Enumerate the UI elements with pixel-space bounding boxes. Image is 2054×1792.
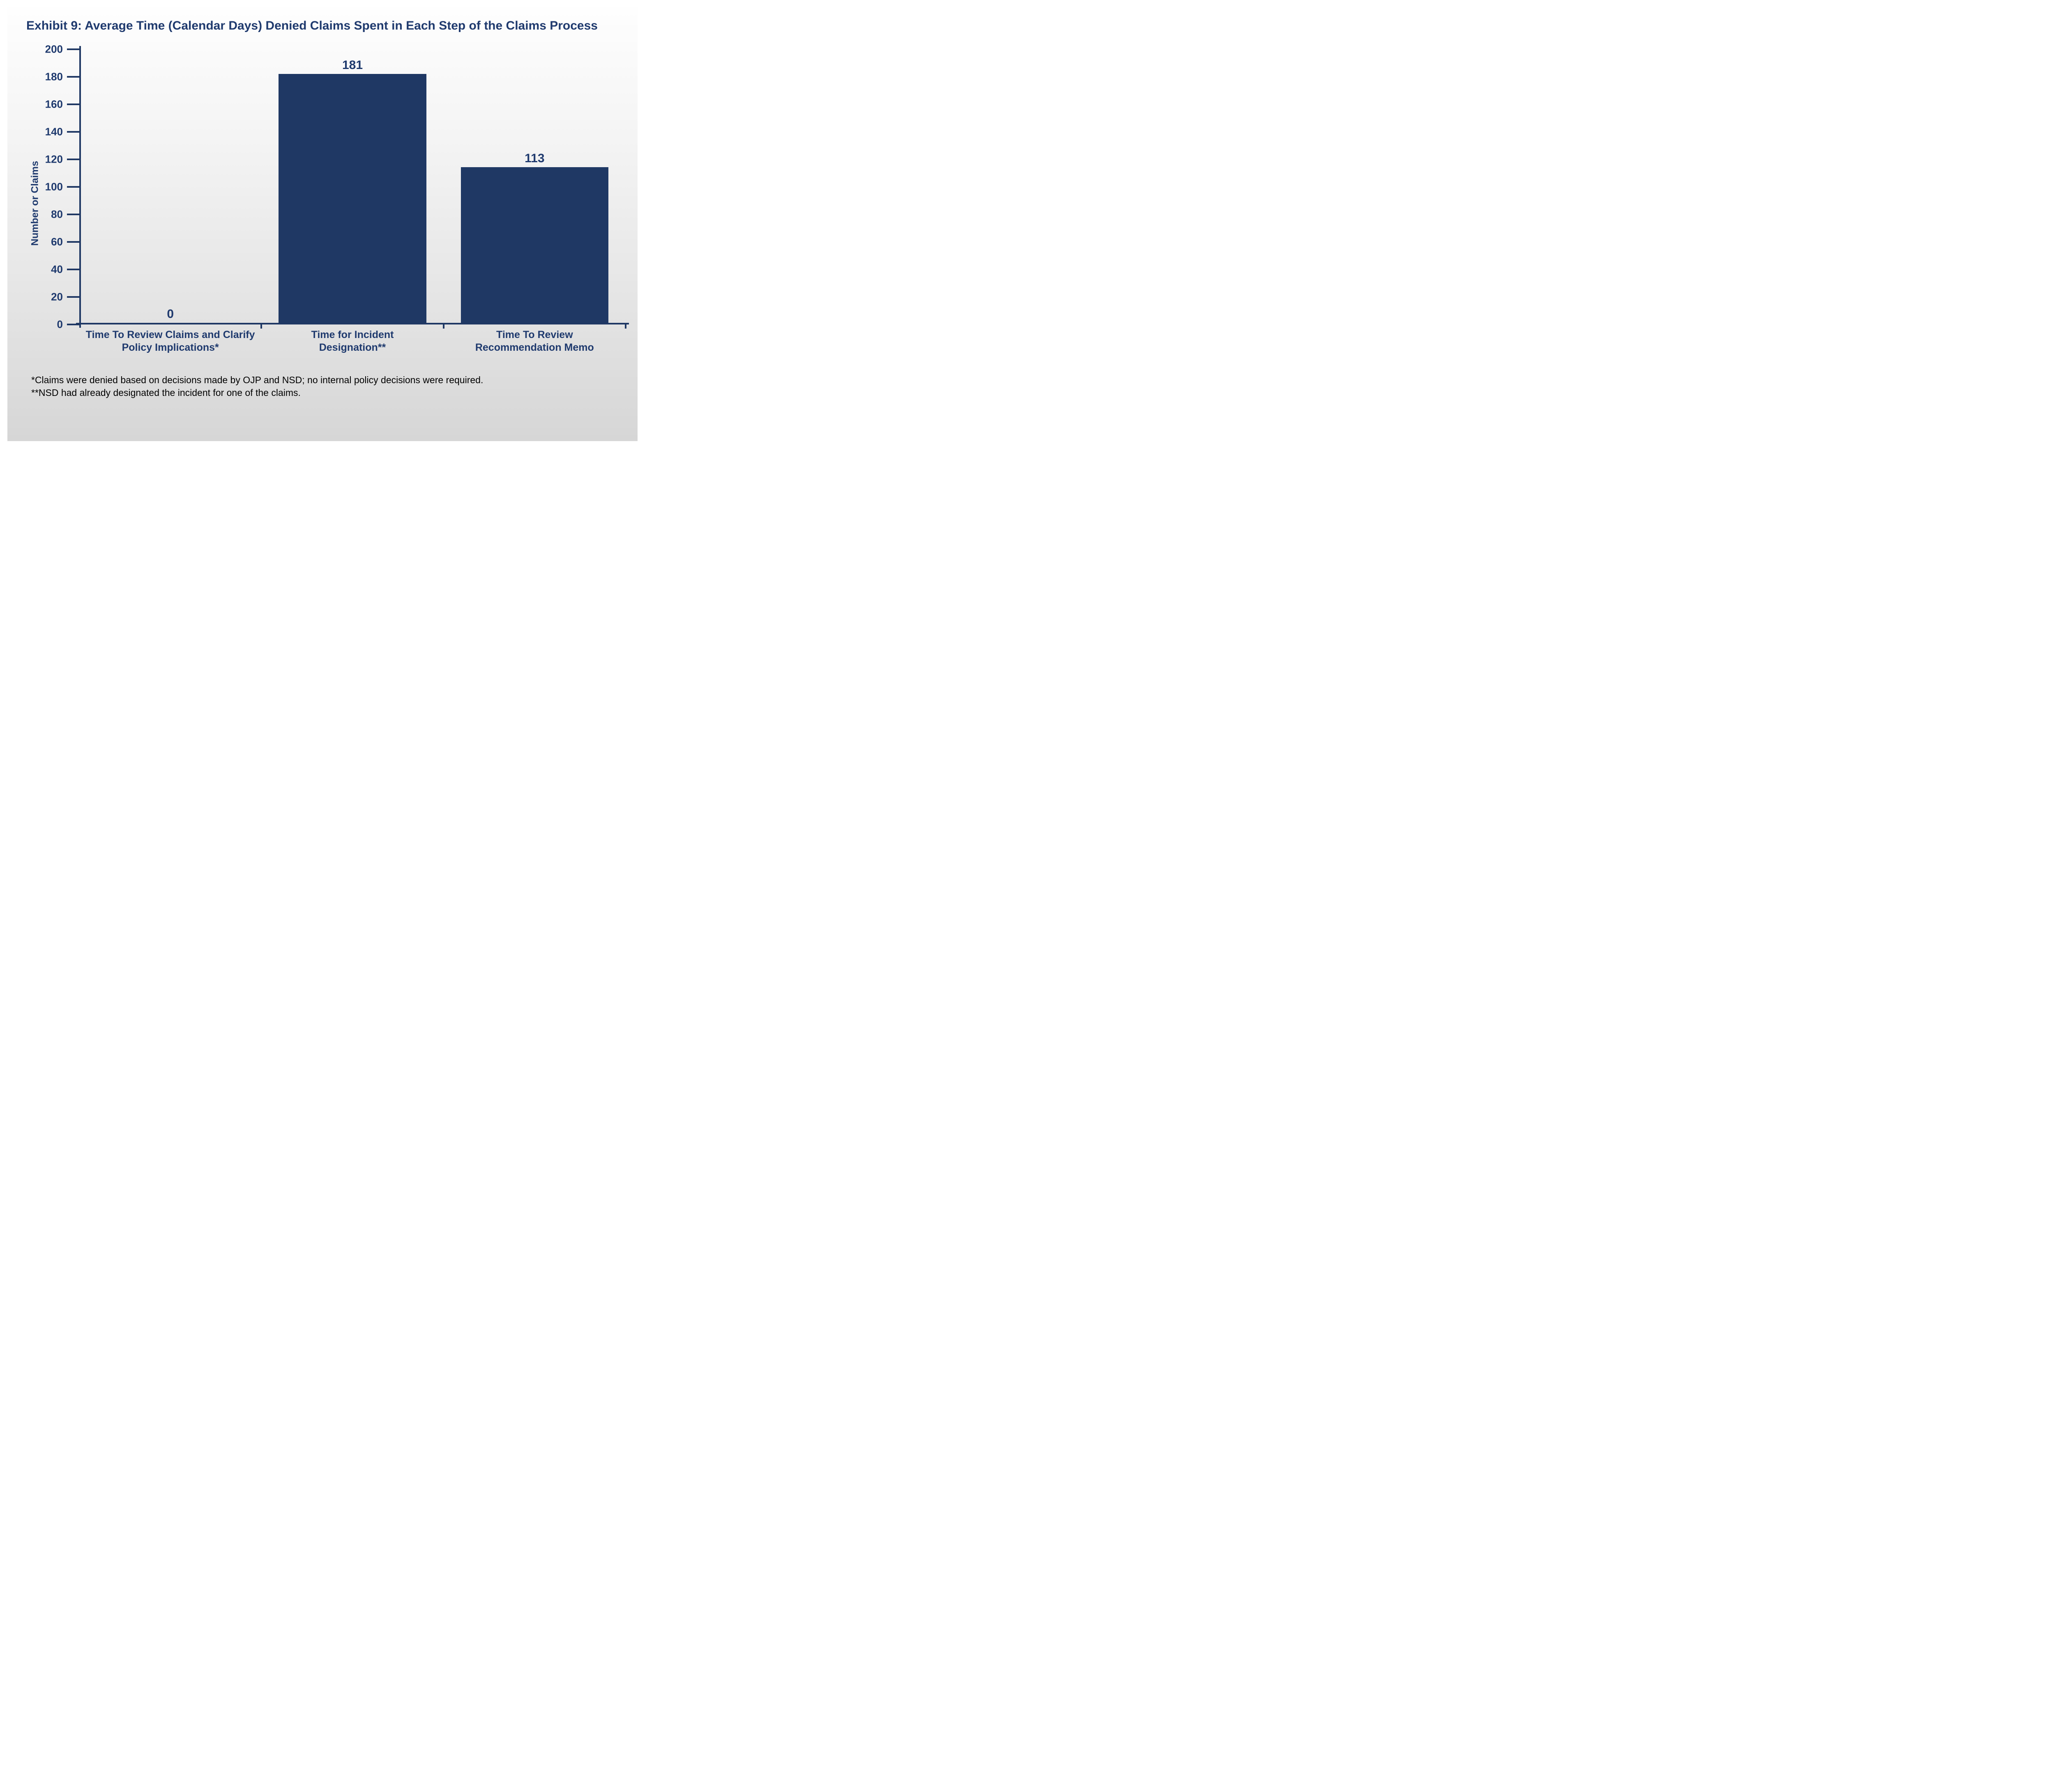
y-tick-label: 100: [45, 181, 63, 193]
chart-panel: Exhibit 9: Average Time (Calendar Days) …: [7, 7, 638, 441]
footnote-line: **NSD had already designated the inciden…: [31, 386, 621, 399]
plot-area: 0204060801001201401601802000181113: [79, 49, 626, 324]
bar-value-label: 0: [79, 307, 261, 321]
y-tick-label: 40: [51, 263, 63, 276]
figure-canvas: Exhibit 9: Average Time (Calendar Days) …: [0, 0, 645, 449]
y-tick: [67, 269, 79, 270]
bar-group: 181: [261, 49, 443, 324]
x-category-label: Time To ReviewRecommendation Memo: [444, 329, 626, 354]
y-tick: [67, 48, 79, 50]
bar: [279, 74, 426, 323]
bar-group: 0: [79, 49, 261, 324]
y-tick-label: 0: [57, 318, 63, 331]
y-tick: [67, 186, 79, 188]
footnotes: *Claims were denied based on decisions m…: [31, 374, 621, 399]
y-axis-label-wrap: Number or Claims: [29, 49, 41, 357]
chart-title: Exhibit 9: Average Time (Calendar Days) …: [26, 19, 621, 33]
y-tick-label: 120: [45, 153, 63, 166]
y-tick: [67, 104, 79, 105]
bar-value-label: 113: [444, 152, 626, 166]
x-axis-labels: Time To Review Claims and ClarifyPolicy …: [79, 324, 626, 357]
y-tick-label: 60: [51, 236, 63, 248]
y-tick-label: 200: [45, 43, 63, 56]
x-category-label: Time To Review Claims and ClarifyPolicy …: [79, 329, 261, 354]
y-tick-label: 160: [45, 98, 63, 111]
y-axis-label: Number or Claims: [29, 161, 41, 246]
bar-group: 113: [444, 49, 626, 324]
y-tick: [67, 214, 79, 215]
y-tick-label: 20: [51, 291, 63, 304]
y-tick: [67, 324, 79, 325]
y-tick: [67, 296, 79, 298]
x-category-label: Time for IncidentDesignation**: [261, 329, 443, 354]
y-tick: [67, 131, 79, 133]
y-tick-label: 80: [51, 208, 63, 221]
bar: [461, 167, 608, 323]
y-tick: [67, 241, 79, 243]
y-tick-label: 180: [45, 71, 63, 83]
bar-value-label: 181: [261, 58, 443, 72]
y-tick: [67, 76, 79, 78]
chart-area: Number or Claims 02040608010012014016018…: [53, 49, 613, 357]
y-tick: [67, 159, 79, 160]
y-tick-label: 140: [45, 126, 63, 138]
footnote-line: *Claims were denied based on decisions m…: [31, 374, 621, 386]
